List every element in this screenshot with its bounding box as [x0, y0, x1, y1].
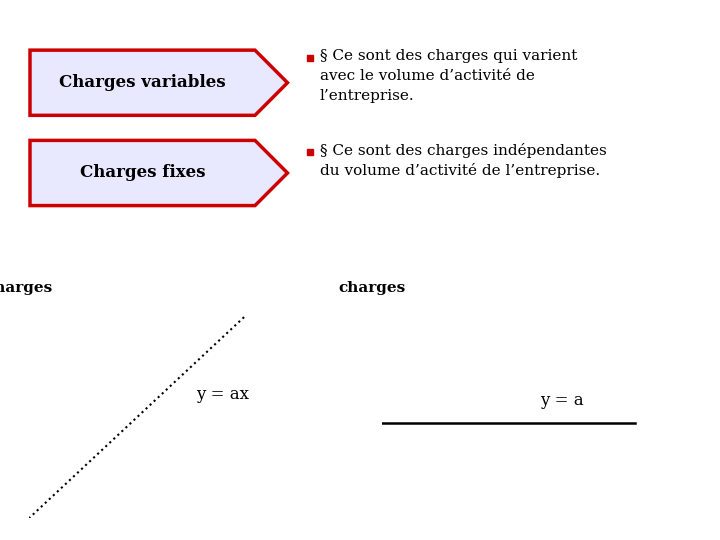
Text: y = ax: y = ax	[196, 386, 249, 403]
Text: charges: charges	[338, 281, 405, 295]
Polygon shape	[30, 50, 287, 116]
Polygon shape	[30, 140, 287, 206]
Text: l’entreprise.: l’entreprise.	[320, 89, 415, 103]
Text: § Ce sont des charges qui varient: § Ce sont des charges qui varient	[320, 49, 577, 63]
Text: Charges fixes: Charges fixes	[80, 165, 205, 181]
Text: du volume d’activité de l’entreprise.: du volume d’activité de l’entreprise.	[320, 163, 600, 178]
Text: § Ce sont des charges indépendantes: § Ce sont des charges indépendantes	[320, 143, 607, 158]
Text: avec le volume d’activité de: avec le volume d’activité de	[320, 69, 535, 83]
Text: y = a: y = a	[540, 392, 584, 409]
Text: Charges variables: Charges variables	[59, 74, 226, 91]
Text: charges: charges	[0, 281, 53, 295]
